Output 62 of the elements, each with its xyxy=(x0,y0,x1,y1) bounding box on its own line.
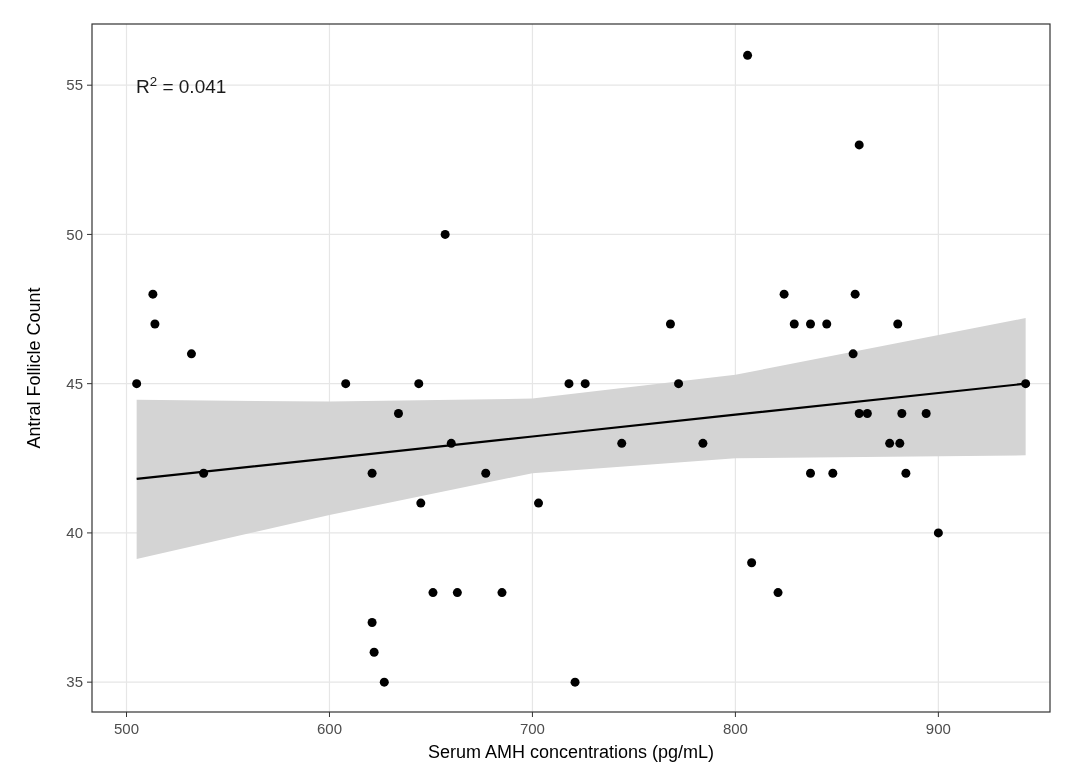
point xyxy=(379,677,389,687)
point xyxy=(822,319,832,329)
point xyxy=(534,498,544,508)
point xyxy=(828,468,838,478)
point xyxy=(773,588,783,598)
y-axis-title: Antral Follicle Count xyxy=(24,287,44,449)
point xyxy=(148,289,158,299)
point xyxy=(481,468,491,478)
x-tick-label: 900 xyxy=(925,720,951,737)
y-tick-label: 35 xyxy=(66,673,83,691)
point xyxy=(341,379,351,389)
point xyxy=(1021,379,1031,389)
point xyxy=(665,319,675,329)
point xyxy=(369,647,379,657)
point xyxy=(901,468,911,478)
y-tick-label: 55 xyxy=(66,76,83,94)
point xyxy=(789,319,799,329)
point xyxy=(186,349,196,359)
point xyxy=(895,438,905,448)
point xyxy=(848,349,858,359)
point xyxy=(617,438,627,448)
point xyxy=(854,409,864,419)
point xyxy=(747,558,757,568)
x-tick-label: 700 xyxy=(519,720,545,737)
y-tick-label: 45 xyxy=(66,374,83,392)
point xyxy=(367,617,377,627)
x-tick-label: 500 xyxy=(113,720,140,737)
point xyxy=(893,319,903,329)
point xyxy=(897,409,907,419)
y-tick-label: 50 xyxy=(66,225,83,243)
point xyxy=(850,289,860,299)
point xyxy=(414,379,424,389)
point xyxy=(921,409,931,419)
point xyxy=(132,379,142,389)
point xyxy=(452,588,462,598)
point xyxy=(428,588,438,598)
point xyxy=(580,379,590,389)
point xyxy=(367,468,377,478)
x-tick-label: 600 xyxy=(316,720,342,737)
point xyxy=(416,498,426,508)
point xyxy=(393,409,403,419)
point xyxy=(446,438,456,448)
point xyxy=(885,438,895,448)
point xyxy=(497,588,507,598)
point xyxy=(199,468,209,478)
point xyxy=(854,140,864,150)
point xyxy=(570,677,580,687)
x-axis-title: Serum AMH concentrations (pg/mL) xyxy=(427,742,715,762)
point xyxy=(743,50,753,60)
point xyxy=(440,229,450,239)
point xyxy=(933,528,943,538)
point xyxy=(674,379,684,389)
point xyxy=(698,438,708,448)
y-tick-label: 40 xyxy=(66,524,83,542)
point xyxy=(806,319,815,329)
point xyxy=(862,409,872,419)
point xyxy=(806,468,815,478)
annotation: R$^{2}$ = 0.041 xyxy=(136,73,227,97)
x-tick-label: 800 xyxy=(722,720,748,737)
point xyxy=(150,319,160,329)
point xyxy=(564,379,574,389)
point xyxy=(779,289,789,299)
